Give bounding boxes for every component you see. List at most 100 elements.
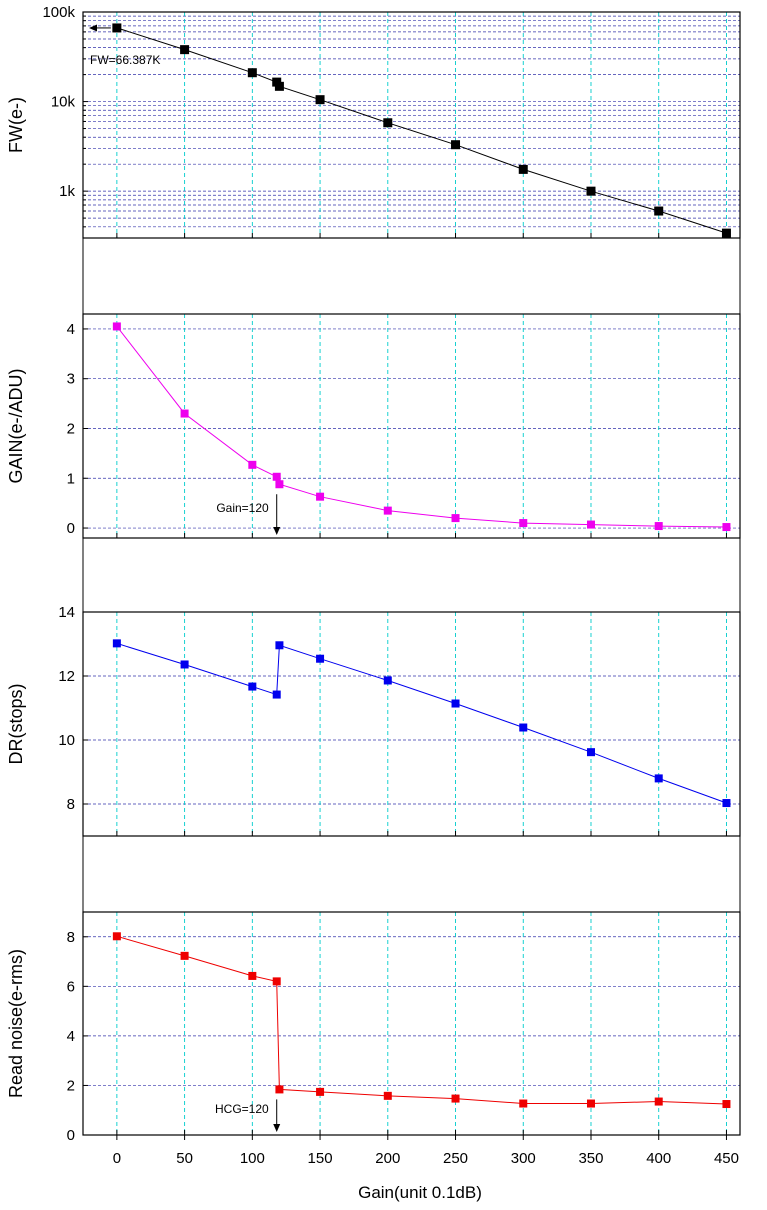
y-tick-label: 0 [67, 1127, 75, 1144]
y-tick-label: 10k [51, 94, 76, 111]
y-tick-label: 4 [67, 321, 75, 338]
data-point [275, 480, 284, 489]
data-point [451, 1094, 460, 1103]
data-point [180, 409, 189, 418]
data-point [112, 932, 121, 941]
x-axis-label: Gain(unit 0.1dB) [358, 1183, 482, 1202]
plot-frame [82, 313, 741, 539]
data-point [112, 322, 121, 331]
y-tick-label: 2 [67, 420, 75, 437]
annotation-arrowhead [89, 24, 97, 32]
gain-annotation: Gain=120 [216, 501, 269, 515]
plot-frame [82, 11, 741, 239]
data-point [274, 81, 284, 91]
x-tick-label: 50 [176, 1150, 193, 1167]
data-point [272, 472, 281, 481]
data-point [586, 520, 595, 529]
panel-3: 8 10 12 14 DR(stops) [6, 604, 741, 837]
data-point [722, 799, 731, 808]
data-point [275, 1085, 284, 1094]
plot-frame [82, 611, 741, 837]
data-point [315, 95, 325, 105]
data-point [272, 690, 281, 699]
annotation-arrowhead [273, 527, 281, 535]
x-tick-label: 250 [443, 1150, 468, 1167]
y-tick-label: 3 [67, 371, 75, 388]
data-point [248, 460, 257, 469]
x-tick-label: 450 [714, 1150, 739, 1167]
data-point [722, 523, 731, 532]
annotation-arrowhead [273, 1124, 281, 1132]
y-axis-label: Read noise(e-rms) [6, 949, 26, 1098]
data-point [654, 1097, 663, 1106]
data-point [451, 140, 461, 150]
y-tick-label: 6 [67, 978, 75, 995]
data-point [654, 522, 663, 531]
series-line-read-noise [116, 935, 727, 1105]
data-point [316, 654, 325, 663]
panel-spacer-3 [82, 835, 741, 913]
panel-1: 1k 10k 100k FW(e-) FW=66.387K [6, 4, 741, 239]
y-tick-label: 12 [58, 668, 75, 685]
data-point [519, 723, 528, 732]
data-point [112, 639, 121, 648]
x-tick-label: 0 [113, 1150, 121, 1167]
x-tick-label: 350 [578, 1150, 603, 1167]
data-point [383, 676, 392, 685]
data-point [451, 514, 460, 523]
y-tick-label: 8 [67, 796, 75, 813]
data-point [248, 682, 257, 691]
data-point [383, 118, 393, 128]
data-point [112, 23, 122, 33]
data-point [654, 206, 664, 216]
data-point [721, 228, 731, 238]
hcg-annotation: HCG=120 [215, 1102, 269, 1116]
x-tick-label: 150 [308, 1150, 333, 1167]
data-point [383, 1091, 392, 1100]
data-point [248, 971, 257, 980]
data-point [451, 699, 460, 708]
series-line-dr [116, 642, 727, 804]
y-tick-label: 8 [67, 929, 75, 946]
plot-frame [82, 911, 741, 1136]
panel-spacer-1 [82, 237, 741, 315]
data-point [275, 641, 284, 650]
x-tick-label: 400 [646, 1150, 671, 1167]
x-tick-label: 200 [375, 1150, 400, 1167]
x-tick-label: 100 [240, 1150, 265, 1167]
y-axis-label: DR(stops) [6, 683, 26, 764]
x-tick-label: 300 [511, 1150, 536, 1167]
data-point [383, 506, 392, 515]
series-line-gain [116, 326, 727, 528]
panel-2: 0 1 2 3 4 GAIN(e-/ADU) Gain=120 [6, 313, 741, 539]
data-point [247, 68, 257, 78]
data-point [272, 977, 281, 986]
y-tick-label: 2 [67, 1077, 75, 1094]
fw-annotation: FW=66.387K [90, 53, 160, 67]
data-point [316, 1087, 325, 1096]
y-tick-label: 0 [67, 520, 75, 537]
y-tick-label: 100k [42, 4, 75, 21]
data-point [654, 774, 663, 783]
panel-4: 0 2 4 6 8 Read noise(e-rms) HCG=120 0 50 100 150 20… [6, 911, 741, 1167]
data-point [316, 492, 325, 501]
y-tick-label: 4 [67, 1028, 75, 1045]
data-point [586, 748, 595, 757]
panel-spacer-2 [82, 537, 741, 613]
data-point [519, 1099, 528, 1108]
data-point [586, 1099, 595, 1108]
y-tick-label: 14 [58, 604, 75, 621]
data-point [722, 1100, 731, 1109]
data-point [180, 951, 189, 960]
y-tick-label: 10 [58, 732, 75, 749]
data-point [518, 164, 528, 174]
series-line-fw [116, 27, 727, 234]
y-tick-label: 1k [59, 183, 75, 200]
y-tick-label: 1 [67, 470, 75, 487]
data-point [180, 660, 189, 669]
data-point [519, 519, 528, 528]
data-point [586, 186, 596, 196]
y-axis-label: GAIN(e-/ADU) [6, 368, 26, 483]
y-axis-label: FW(e-) [6, 97, 26, 153]
